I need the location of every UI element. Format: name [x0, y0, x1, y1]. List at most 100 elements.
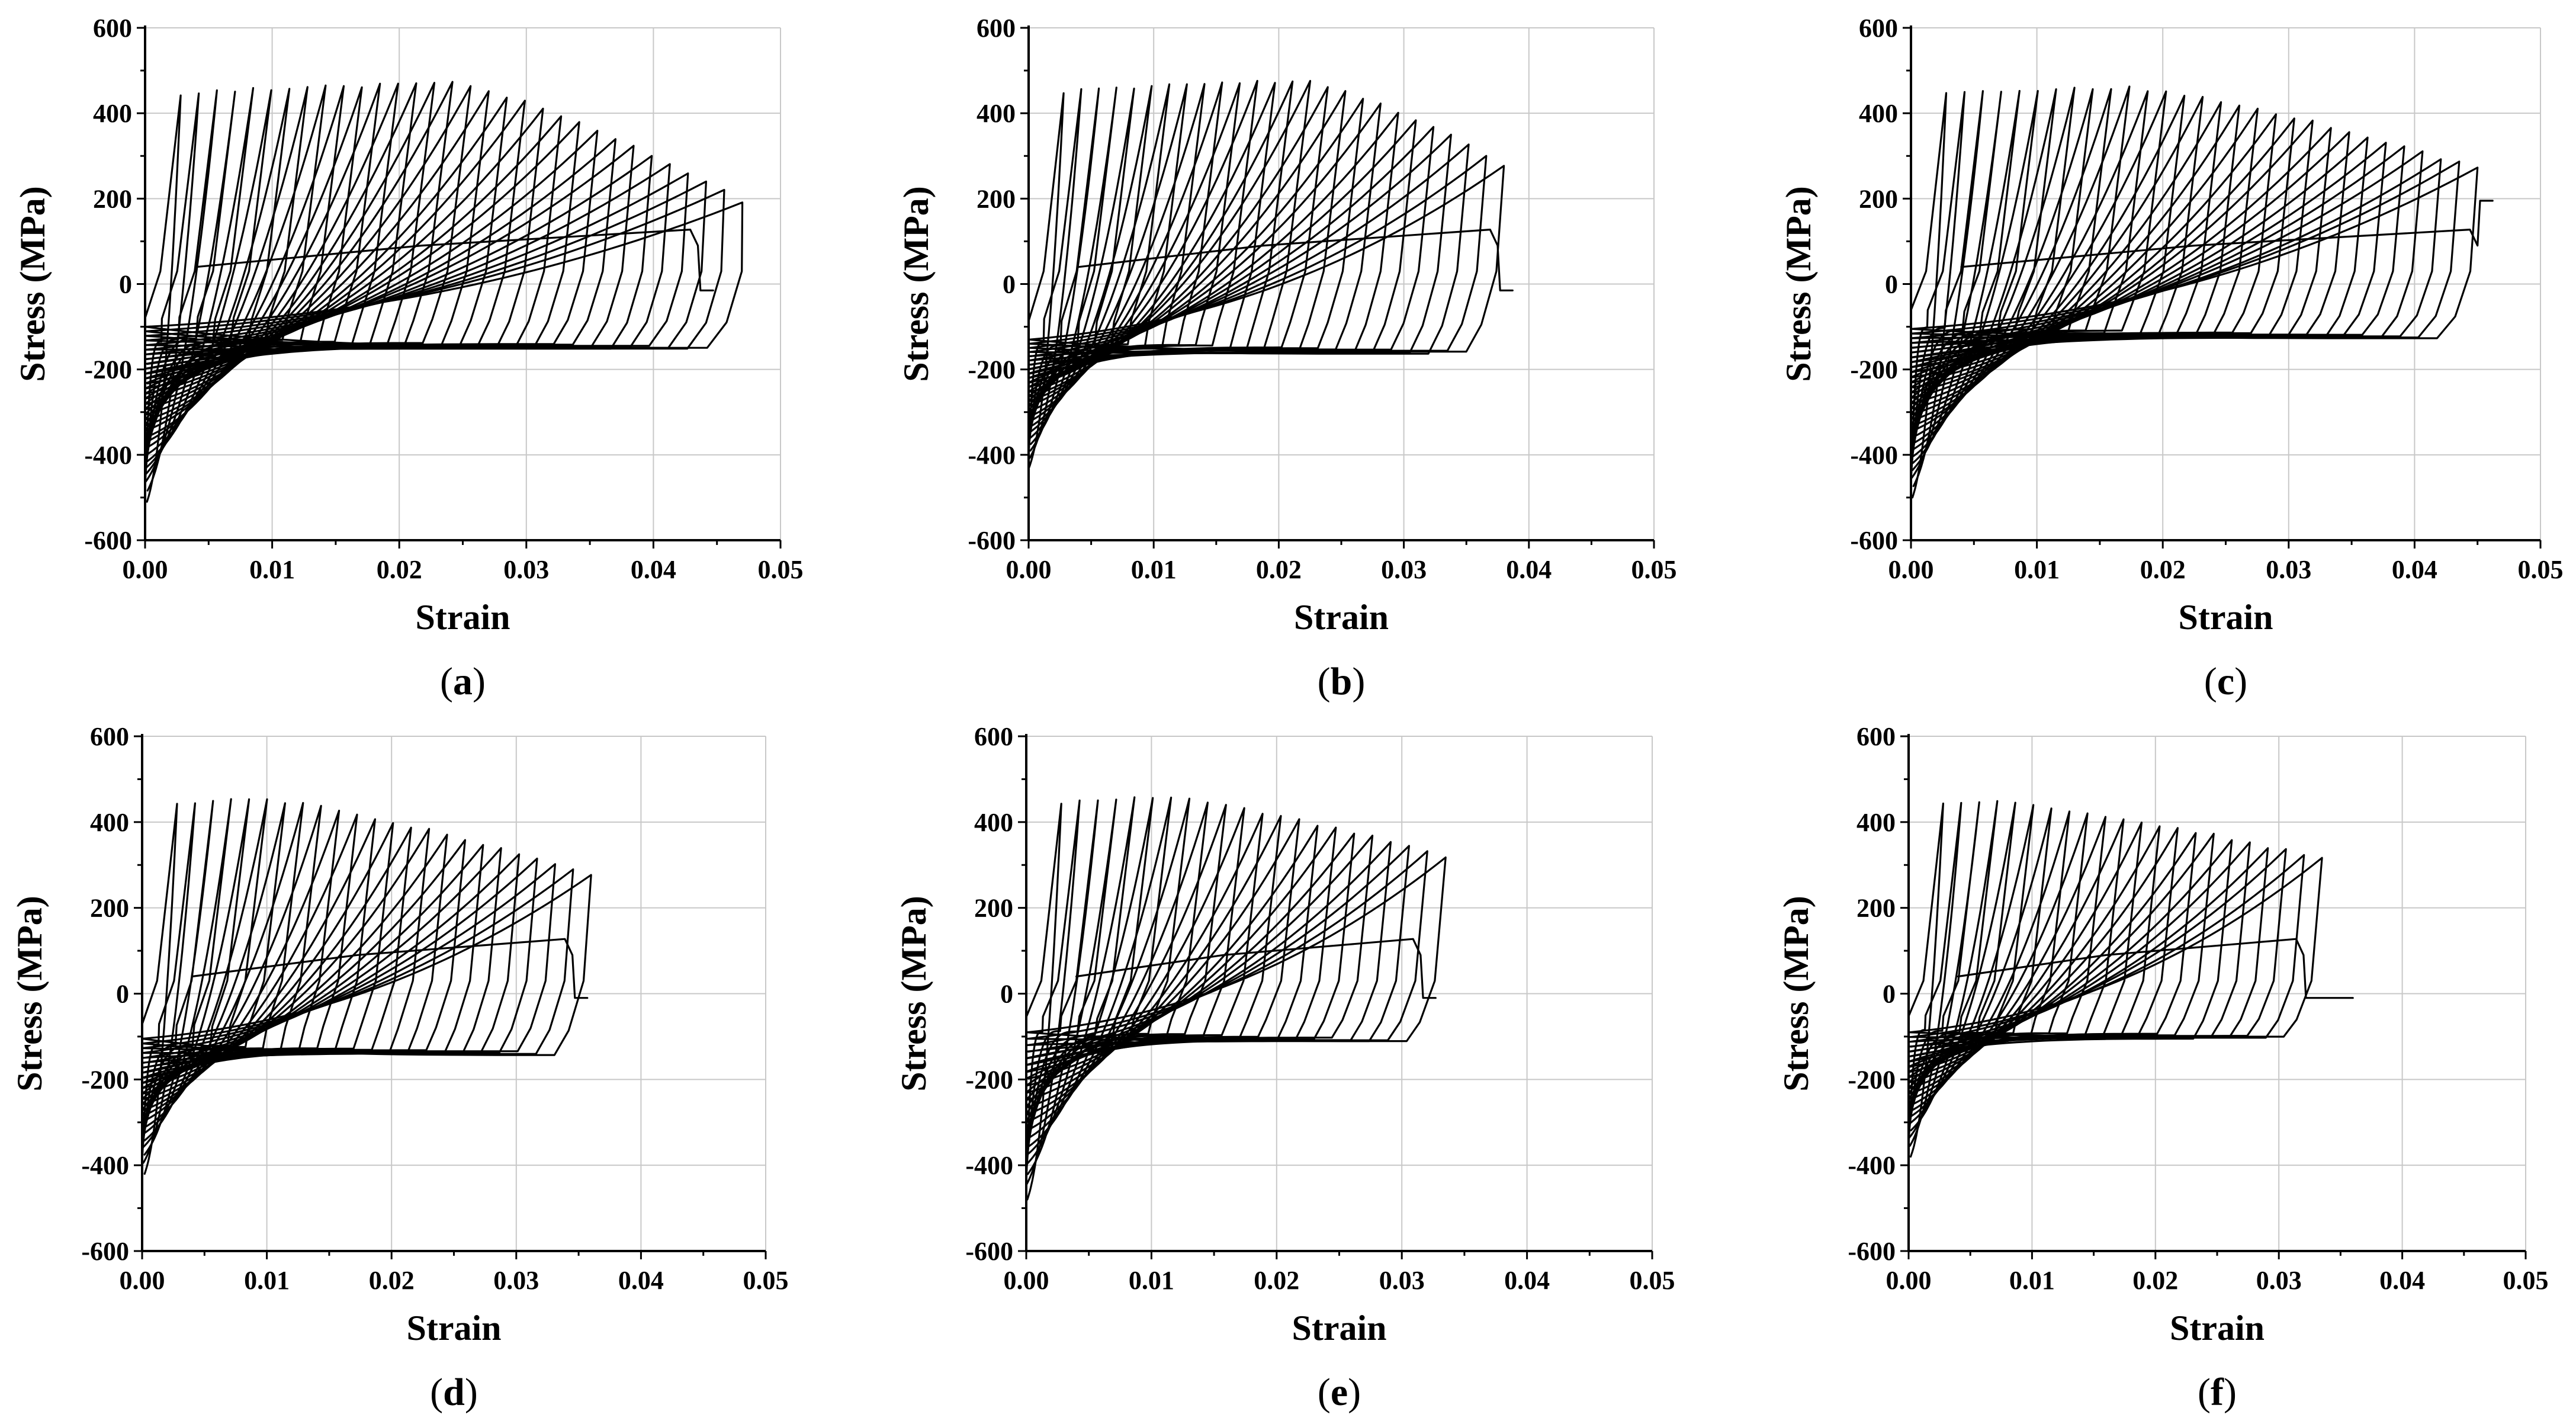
y-tick-label: 600 [977, 14, 1016, 43]
x-tick-label: 0.03 [2256, 1266, 2302, 1295]
y-tick-label: -200 [1850, 355, 1898, 384]
y-tick-label: 200 [90, 894, 129, 923]
x-tick-label: 0.04 [1506, 555, 1552, 584]
cycle-curve-31 [144, 188, 725, 350]
y-tick-label: 600 [93, 14, 132, 43]
x-tick-label: 0.01 [1129, 1266, 1174, 1295]
cycle-curve-26 [1027, 165, 1505, 353]
y-tick-label: -400 [965, 1151, 1013, 1180]
panel-label-close: ) [2224, 1371, 2237, 1414]
panel-label-close: ) [1348, 1371, 1361, 1414]
cycle-curve-20 [1025, 845, 1410, 1046]
chart-panel-e: 0.00 0.01 0.02 0.03 0.04 0.05 600 400 200 0 -200 -4… [894, 722, 1675, 1414]
panel-label: (a) [440, 660, 486, 703]
cycle-curve-32 [144, 201, 744, 349]
y-axis-title: Stress (MPa) [10, 896, 49, 1091]
y-tick-label: 0 [1000, 980, 1013, 1009]
hysteresis-curves [1027, 79, 1514, 469]
x-tick-label: 0.00 [1006, 555, 1052, 584]
y-tick-label: 600 [1859, 14, 1898, 43]
y-tick-label: 200 [93, 184, 132, 213]
panel-label: (c) [2204, 660, 2247, 703]
x-tick-label: 0.00 [1004, 1266, 1049, 1295]
cycle-curve-31 [1960, 200, 2494, 268]
y-axis-title: Stress (MPa) [897, 186, 936, 381]
y-tick-label: -200 [965, 1065, 1013, 1094]
cycle-curve-21 [1907, 854, 2305, 1039]
y-tick-label: -600 [1850, 526, 1898, 555]
x-tick-label: 0.00 [1886, 1266, 1932, 1295]
y-tick-label: -400 [968, 441, 1016, 470]
x-tick-label: 0.05 [758, 555, 804, 584]
y-tick-label: 400 [93, 99, 132, 128]
cycle-curve-14 [1025, 818, 1300, 1087]
x-tick-label: 0.04 [631, 555, 676, 584]
x-axis-title: Strain [1292, 1308, 1386, 1348]
cycle-curve-22 [1907, 857, 2323, 1038]
x-axis-title: Strain [2178, 598, 2273, 637]
y-tick-label: -600 [81, 1237, 129, 1266]
cycle-curve-17 [1025, 832, 1356, 1066]
x-tick-label: 0.05 [2503, 1266, 2549, 1295]
x-tick-label: 0.05 [2518, 555, 2564, 584]
panel-label-letter: e [1331, 1371, 1348, 1414]
y-tick-label: 200 [977, 184, 1016, 213]
cycle-curve-33 [195, 229, 714, 291]
x-tick-label: 0.02 [377, 555, 422, 584]
y-axis-title: Stress (MPa) [1777, 896, 1816, 1091]
y-tick-label: 400 [90, 808, 129, 837]
cycle-curve-24 [141, 874, 592, 1056]
cycle-curve-22 [1027, 126, 1435, 357]
hysteresis-curves [1907, 800, 2354, 1158]
x-tick-label: 0.00 [120, 1266, 165, 1295]
panel-label-close: ) [465, 1371, 478, 1414]
cycle-curve-3 [141, 800, 214, 1156]
y-tick-label: 0 [1885, 270, 1898, 299]
hysteresis-curves [1025, 796, 1447, 1201]
y-tick-label: -200 [968, 355, 1016, 384]
chart-panel-b: 0.00 0.01 0.02 0.03 0.04 0.05 600 400 200 0 -200 -4… [897, 14, 1677, 703]
x-tick-label: 0.01 [1131, 555, 1177, 584]
y-tick-label: 400 [974, 808, 1013, 837]
panel-label-letter: d [443, 1371, 465, 1414]
y-tick-label: -200 [1848, 1065, 1896, 1094]
cycle-curve-27 [144, 155, 653, 351]
cycle-curve-27 [1077, 229, 1514, 291]
cycle-curve-19 [141, 847, 502, 1064]
hysteresis-curves [1910, 85, 2494, 499]
x-tick-label: 0.01 [2009, 1266, 2055, 1295]
y-tick-label: 0 [119, 270, 132, 299]
cycle-curve-23 [1075, 938, 1437, 999]
y-tick-label: -400 [84, 441, 132, 470]
x-axis-title: Strain [1294, 598, 1389, 637]
y-axis-title: Stress (MPa) [13, 186, 52, 381]
x-tick-label: 0.05 [1631, 555, 1677, 584]
x-tick-label: 0.05 [1630, 1266, 1675, 1295]
panel-label-close: ) [473, 660, 486, 703]
panel-label: (d) [430, 1371, 478, 1414]
x-tick-label: 0.01 [2014, 555, 2060, 584]
x-tick-label: 0.01 [244, 1266, 290, 1295]
y-tick-label: -600 [965, 1237, 1013, 1266]
cycle-curve-23 [1957, 938, 2354, 999]
y-tick-label: 600 [974, 722, 1013, 751]
y-tick-label: -400 [1850, 441, 1898, 470]
panel-label: (b) [1318, 660, 1366, 703]
cycle-curve-2 [1910, 91, 1966, 488]
y-tick-label: 0 [1003, 270, 1016, 299]
cycle-curve-23 [1027, 133, 1452, 355]
x-tick-label: 0.00 [123, 555, 168, 584]
panel-label-open: ( [440, 660, 453, 703]
cycle-curve-30 [1910, 166, 2479, 339]
hysteresis-curves [141, 798, 592, 1175]
x-tick-label: 0.02 [2132, 1266, 2178, 1295]
x-axis-title: Strain [2170, 1308, 2265, 1348]
y-tick-label: 0 [1883, 980, 1896, 1009]
y-tick-label: 200 [1859, 184, 1898, 213]
cycle-curve-26 [144, 145, 635, 355]
y-tick-label: -600 [968, 526, 1016, 555]
x-tick-label: 0.03 [503, 555, 549, 584]
cycle-curve-21 [141, 857, 538, 1054]
cycle-curve-25 [191, 938, 589, 999]
